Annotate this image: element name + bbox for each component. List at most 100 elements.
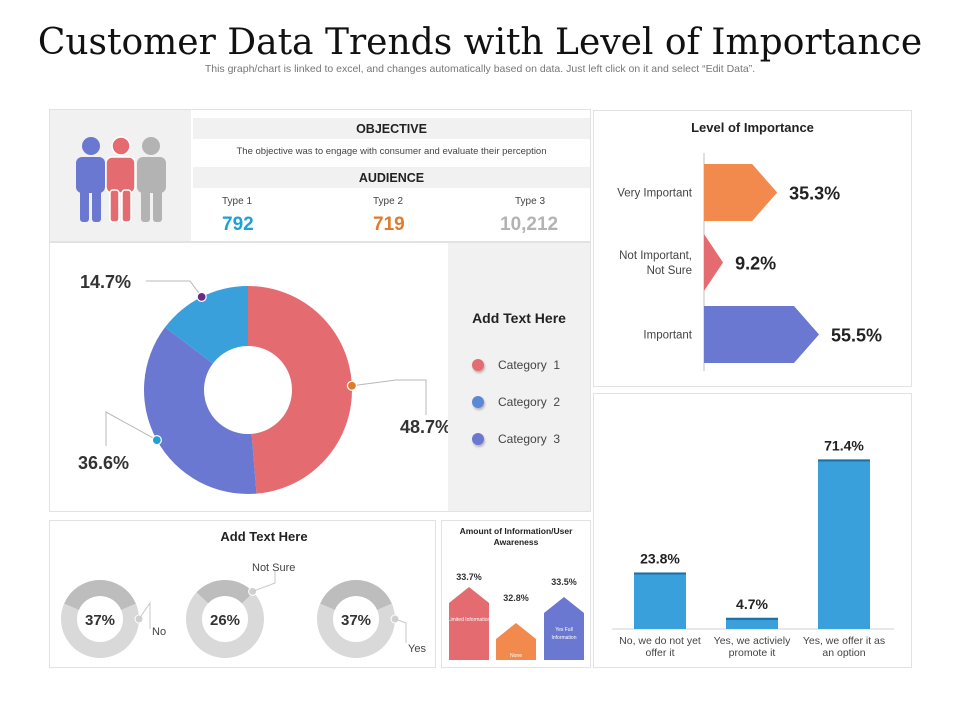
small-donut-value-3: 37% [341, 612, 371, 629]
legend-dot-1 [472, 359, 484, 371]
awareness-pct-3: 33.5% [551, 577, 577, 587]
importance-panel: Level of Importance 35.3% Very Important 9… [593, 110, 912, 387]
audience-type-3-label: Type 3 [515, 196, 546, 207]
donut-marker-2 [151, 435, 162, 446]
donut-leader-1 [351, 379, 427, 415]
donut-slice-3 [165, 286, 248, 364]
audience-type-2-value: 719 [373, 214, 405, 235]
audience-heading-bar [193, 167, 590, 188]
donut-leader-2 [105, 411, 158, 446]
importance-category-2-2: Not Sure [647, 265, 692, 277]
donut-value-label-1: 48.7% [400, 417, 448, 437]
donut-value-label-3: 14.7% [80, 272, 131, 292]
awareness-title: Amount of Information/User Awareness [459, 526, 573, 547]
small-donut-arc-1 [64, 580, 136, 610]
offer-bar-2 [726, 617, 778, 629]
small-donut-leader-1 [138, 601, 151, 629]
legend-dot-2 [472, 396, 484, 408]
objective-panel: OBJECTIVE The objective was to engage wi… [49, 109, 591, 242]
offer-bar-cap-1 [634, 572, 686, 575]
category-donut-chart: 48.7% 36.6% 14.7% [78, 272, 448, 494]
page-title: Customer Data Trends with Level of Impor… [37, 22, 923, 63]
small-donut-value-1: 37% [85, 612, 115, 629]
small-donut-marker-2 [248, 586, 258, 596]
offer-bar-cap-2 [726, 617, 778, 620]
importance-value-3: 55.5% [831, 326, 882, 346]
small-donut-label-1: No [152, 626, 166, 638]
awareness-label-2-1: None [510, 653, 522, 659]
awareness-arrow-3 [544, 597, 584, 613]
awareness-arrow-1 [449, 587, 489, 603]
legend-title: Add Text Here [472, 310, 566, 326]
small-donuts-chart: 37% No 26% Not Sure 37% Yes [61, 562, 426, 658]
offer-bar-cap-3 [818, 459, 870, 462]
legend-dot-3 [472, 433, 484, 445]
awareness-bar-3 [544, 613, 584, 660]
awareness-bar-2 [496, 639, 536, 660]
audience-type-1-value: 792 [222, 214, 254, 235]
offer-value-1: 23.8% [640, 550, 680, 566]
small-donut-label-3: Yes [408, 643, 426, 655]
awareness-panel: Amount of Information/User Awareness 33.… [441, 520, 591, 668]
small-donuts-panel: Add Text Here 37% No 26% Not Sure 37% Yes [49, 520, 436, 668]
audience-type-1-label: Type 1 [222, 196, 253, 207]
small-donut-label-2: Not Sure [252, 562, 295, 574]
importance-bar-1 [704, 164, 778, 221]
offer-category-1-2: offer it [646, 647, 675, 659]
offer-category-1-1: No, we do not yet [619, 635, 701, 647]
offer-bar-3 [818, 459, 870, 629]
donut-marker-1 [346, 380, 358, 391]
donut-leader-3 [146, 280, 203, 298]
legend-item-3: Category 3 [472, 431, 590, 449]
legend-item-2: Category 2 [472, 394, 590, 412]
awareness-pct-1: 33.7% [456, 572, 482, 582]
offer-bar-1 [634, 572, 686, 629]
people-icon-box [50, 110, 191, 241]
awareness-label-3-2: Information [551, 635, 576, 641]
legend-label-2: Category 2 [498, 395, 561, 409]
small-donut-arc-2 [196, 580, 254, 604]
awareness-pct-2: 32.8% [503, 593, 529, 603]
small-donut-arc-3 [320, 580, 392, 610]
page-subtitle: This graph/chart is linked to excel, and… [204, 63, 756, 75]
awareness-label-3-1: Yes Full [555, 627, 573, 633]
person-gray-icon [137, 137, 166, 222]
small-donuts-title: Add Text Here [220, 529, 308, 544]
offer-value-3: 71.4% [824, 437, 864, 453]
legend-label-1: Category 1 [498, 358, 561, 372]
importance-value-1: 35.3% [789, 184, 840, 204]
awareness-label-1-1: Limited Information [448, 617, 491, 623]
importance-bar-3 [704, 306, 819, 363]
awareness-chart: 33.7% Limited Information 32.8% None 33.5% Ye… [448, 572, 584, 660]
legend-item-1: Category 1 [472, 357, 590, 375]
audience-type-2-label: Type 2 [373, 196, 404, 207]
importance-category-3-1: Important [643, 330, 692, 342]
person-blue-icon [76, 137, 105, 222]
objective-heading: OBJECTIVE [356, 122, 427, 136]
people-icon [76, 136, 166, 223]
awareness-arrow-2 [496, 623, 536, 639]
donut-slice-2 [144, 327, 257, 494]
offer-category-3-1: Yes, we offer it as [803, 635, 885, 647]
offer-panel: 23.8% No, we do not yet offer it 4.7% Yes, w… [593, 393, 912, 668]
importance-value-2: 9.2% [735, 254, 776, 274]
small-donut-leader-3 [394, 618, 407, 643]
audience-heading: AUDIENCE [358, 171, 425, 185]
objective-text: The objective was to engage with consume… [236, 146, 547, 157]
legend-box: Add Text Here Category 1 Category 2 Cate… [448, 243, 590, 511]
person-red-icon [105, 136, 136, 223]
donut-panel: 48.7% 36.6% 14.7% Add Text Here Category 1… [49, 242, 591, 512]
offer-category-3-2: an option [822, 647, 865, 659]
objective-heading-bar [193, 118, 590, 139]
audience-type-3-value: 10,212 [500, 214, 559, 235]
importance-chart: 35.3% Very Important 9.2% Not Important, Not… [617, 153, 882, 371]
importance-category-2-1: Not Important, [619, 250, 692, 262]
donut-slice-1 [248, 286, 353, 494]
offer-category-2-1: Yes, we activiely [714, 635, 791, 647]
importance-bar-2 [704, 234, 724, 291]
awareness-bar-1 [449, 603, 489, 660]
small-donut-value-2: 26% [210, 612, 240, 629]
small-donut-leader-2 [252, 571, 276, 592]
importance-category-1-1: Very Important [617, 188, 693, 200]
